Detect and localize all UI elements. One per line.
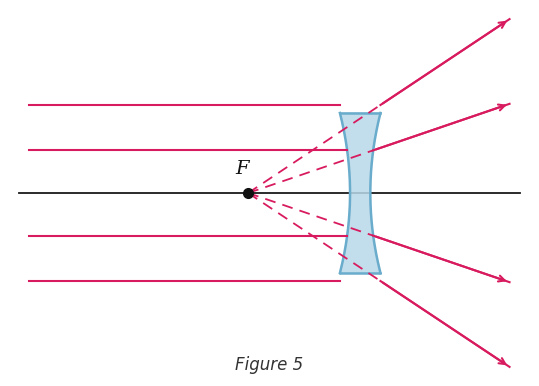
- Text: Figure 5: Figure 5: [236, 356, 303, 374]
- Text: F: F: [235, 160, 248, 178]
- Polygon shape: [340, 113, 381, 273]
